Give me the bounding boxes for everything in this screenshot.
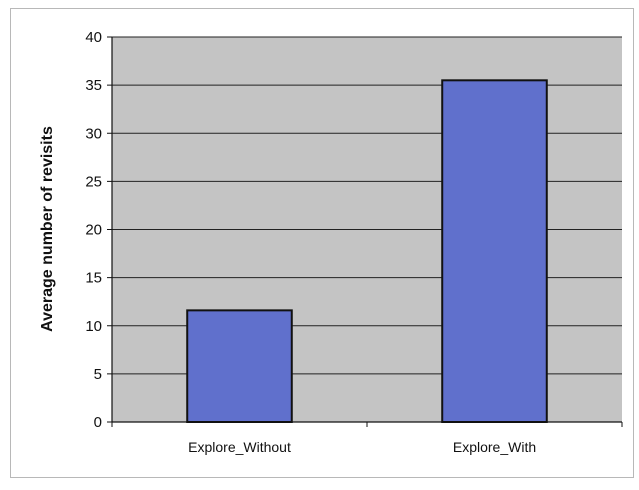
x-tick-label-explore-without: Explore_Without [188, 439, 291, 455]
y-tick-label-40: 40 [85, 29, 102, 46]
y-tick-label-35: 35 [85, 77, 102, 94]
bars [186, 79, 548, 424]
bar-explore-with [441, 79, 548, 423]
y-tick-labels: 0 5 10 15 20 25 30 35 40 [85, 29, 112, 431]
y-axis-title: Average number of revisits [39, 126, 56, 332]
y-tick-label-20: 20 [85, 222, 102, 239]
y-tick-label-10: 10 [85, 318, 102, 335]
bar-explore-without [186, 309, 293, 424]
x-tick-label-explore-with: Explore_With [453, 439, 536, 455]
y-tick-label-0: 0 [94, 414, 102, 431]
y-tick-label-30: 30 [85, 125, 102, 142]
y-tick-label-5: 5 [94, 366, 102, 383]
x-tick-labels: Explore_Without Explore_With [188, 439, 536, 455]
y-tick-label-25: 25 [85, 173, 102, 190]
y-tick-label-15: 15 [85, 270, 102, 287]
